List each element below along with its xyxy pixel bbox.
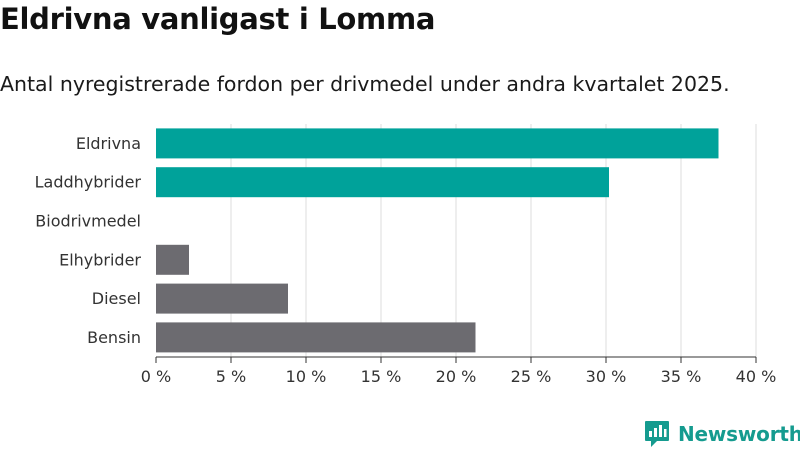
x-tick-label: 20 % <box>436 367 477 386</box>
bar-elhybrider <box>156 244 189 275</box>
newsworthy-brand: Newsworthy <box>644 420 800 448</box>
x-tick-label: 30 % <box>586 367 627 386</box>
bar-eldrivna <box>156 128 719 159</box>
newsworthy-logo-icon <box>645 421 669 447</box>
category-label: Laddhybrider <box>35 173 142 192</box>
x-tick-label: 10 % <box>286 367 327 386</box>
x-tick-label: 0 % <box>141 367 171 386</box>
category-label: Biodrivmedel <box>35 212 141 231</box>
chart-title: Eldrivna vanligast i Lomma <box>0 2 436 36</box>
category-label: Elhybrider <box>59 250 141 269</box>
category-label: Eldrivna <box>76 134 141 153</box>
x-tick-label: 15 % <box>361 367 402 386</box>
x-tick-label: 25 % <box>511 367 552 386</box>
brand-name: Newsworthy <box>678 422 800 446</box>
x-tick-label: 40 % <box>736 367 777 386</box>
category-label: Diesel <box>92 289 141 308</box>
category-label: Bensin <box>87 328 141 347</box>
bar-bensin <box>156 322 476 353</box>
bar-diesel <box>156 283 288 314</box>
x-tick-label: 5 % <box>216 367 246 386</box>
bar-laddhybrider <box>156 167 609 198</box>
x-tick-label: 35 % <box>661 367 702 386</box>
chart-subtitle: Antal nyregistrerade fordon per drivmede… <box>0 72 730 96</box>
